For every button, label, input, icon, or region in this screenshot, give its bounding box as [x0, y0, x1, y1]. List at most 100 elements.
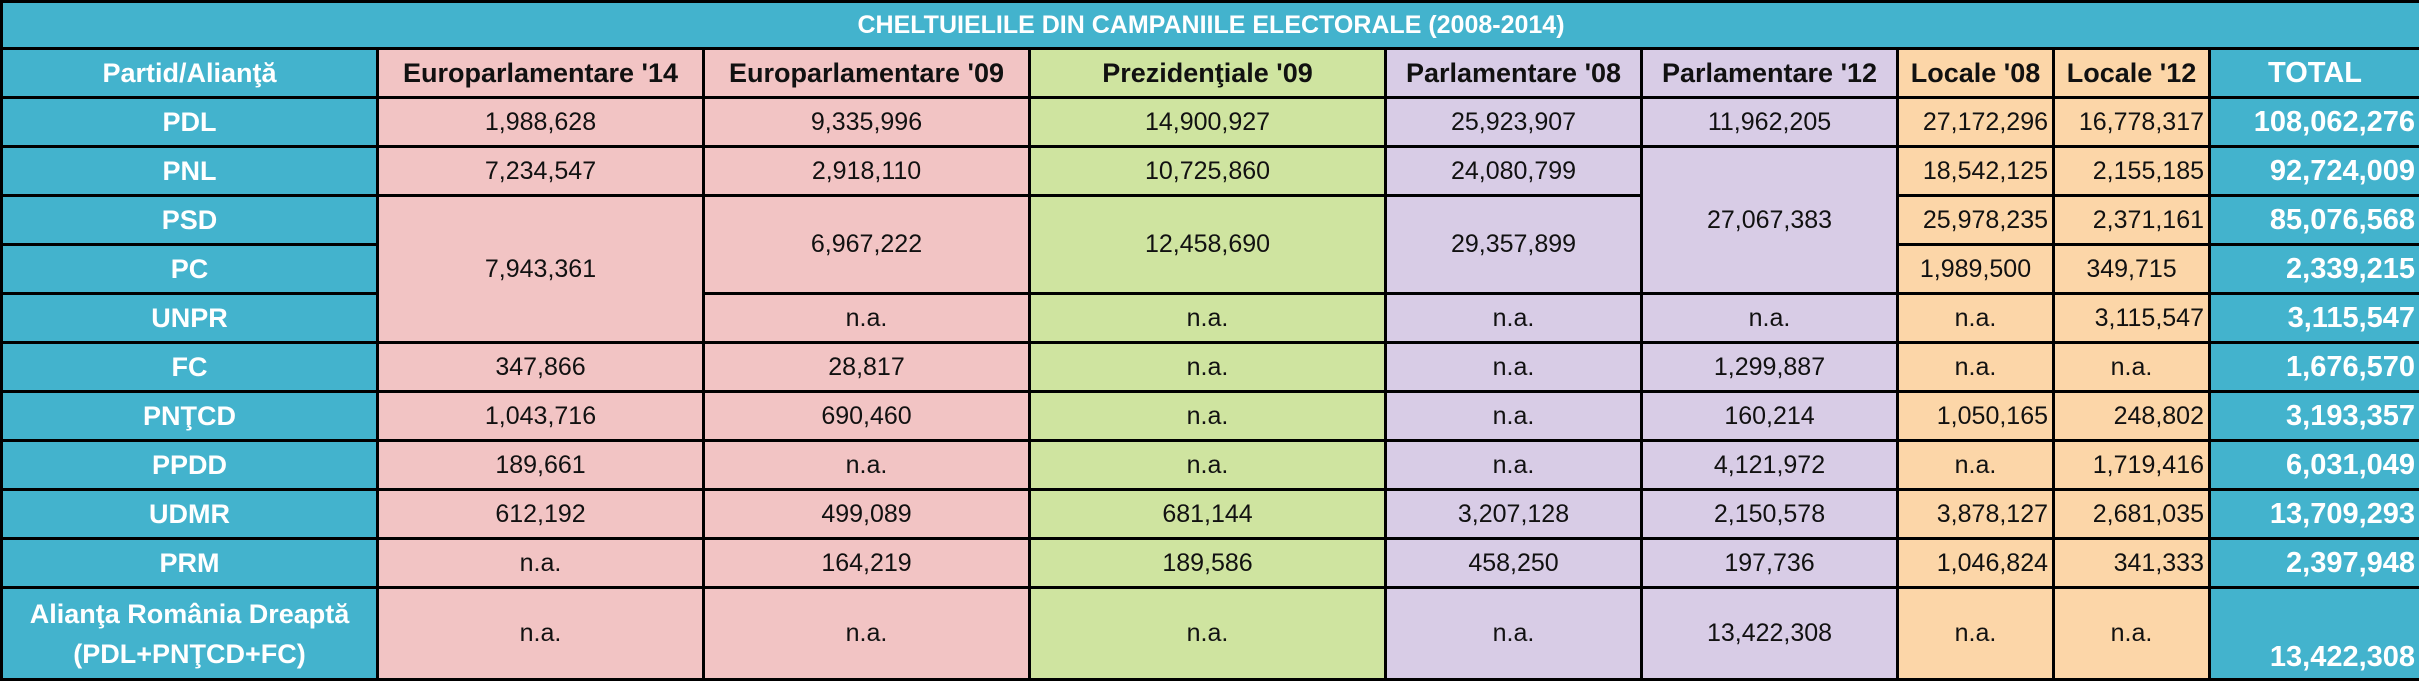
data-cell: 3,878,127: [1896, 488, 2055, 540]
data-cell: 4,121,972: [1640, 439, 1899, 491]
data-cell: 27,172,296: [1896, 96, 2055, 148]
data-cell: n.a.: [1896, 292, 2055, 344]
data-cell: 1,988,628: [376, 96, 705, 148]
data-cell: n.a.: [1896, 439, 2055, 491]
party-cell: UDMR: [0, 488, 379, 540]
data-cell: n.a.: [376, 537, 705, 589]
table-row: PNL 7,234,547 2,918,110 10,725,860 24,08…: [0, 145, 2419, 295]
data-cell: 1,046,824: [1896, 537, 2055, 589]
data-cell: 16,778,317: [2052, 96, 2211, 148]
header-loc12: Locale '12: [2052, 47, 2211, 99]
data-cell: n.a.: [1028, 439, 1387, 491]
total-cell: 13,709,293: [2207, 488, 2419, 540]
total-cell: 2,397,948: [2207, 537, 2419, 589]
header-euro14: Europarlamentare '14: [376, 47, 705, 99]
party-cell: PNL: [0, 145, 379, 197]
table-row: PDL 1,988,628 9,335,996 14,900,927 25,92…: [0, 96, 2419, 148]
header-prez09: Prezidenţiale '09: [1028, 47, 1387, 99]
table-row: PNŢCD 1,043,716 690,460 n.a. n.a. 160,21…: [0, 390, 2419, 442]
data-cell: 10,725,860: [1028, 145, 1387, 197]
data-cell: 681,144: [1028, 488, 1387, 540]
total-cell: 92,724,009: [2207, 145, 2419, 197]
expenses-table: CHELTUIELILE DIN CAMPANIILE ELECTORALE (…: [0, 0, 2419, 681]
data-cell: 499,089: [702, 488, 1031, 540]
table-row: UNPR n.a. n.a. n.a. n.a. n.a. 3,115,547 …: [0, 292, 2419, 344]
data-cell: n.a.: [2052, 341, 2211, 393]
alliance-name: Alianţa România Dreaptă: [29, 598, 350, 629]
data-cell: n.a.: [1384, 390, 1643, 442]
data-cell: 2,918,110: [702, 145, 1031, 197]
party-cell: PRM: [0, 537, 379, 589]
data-cell: 25,923,907: [1384, 96, 1643, 148]
total-cell: 2,339,215: [2207, 243, 2419, 295]
data-cell: 3,115,547: [2052, 292, 2211, 344]
total-cell: 3,115,547: [2207, 292, 2419, 344]
data-cell: n.a.: [702, 439, 1031, 491]
data-cell: 29,357,899: [1384, 194, 1643, 295]
data-cell: n.a.: [1384, 292, 1643, 344]
data-cell: 612,192: [376, 488, 705, 540]
data-cell: 14,900,927: [1028, 96, 1387, 148]
data-cell: 2,150,578: [1640, 488, 1899, 540]
data-cell: 25,978,235: [1896, 194, 2055, 246]
data-cell: n.a.: [1028, 341, 1387, 393]
data-cell: 341,333: [2052, 537, 2211, 589]
party-cell: PPDD: [0, 439, 379, 491]
data-cell: n.a.: [1384, 586, 1643, 681]
data-cell: 164,219: [702, 537, 1031, 589]
table-row: PRM n.a. 164,219 189,586 458,250 197,736…: [0, 537, 2419, 589]
header-parl08: Parlamentare '08: [1384, 47, 1643, 99]
data-cell: 28,817: [702, 341, 1031, 393]
header-euro09: Europarlamentare '09: [702, 47, 1031, 99]
data-cell: 160,214: [1640, 390, 1899, 442]
data-cell: n.a.: [1028, 292, 1387, 344]
data-cell: n.a.: [376, 586, 705, 681]
data-cell: 1,989,500: [1896, 243, 2055, 295]
header-parl12: Parlamentare '12: [1640, 47, 1899, 99]
data-cell: 1,043,716: [376, 390, 705, 442]
data-cell: 24,080,799: [1384, 145, 1643, 197]
data-cell: 7,234,547: [376, 145, 705, 197]
total-cell: 108,062,276: [2207, 96, 2419, 148]
data-cell: 349,715: [2052, 243, 2211, 295]
data-cell: 458,250: [1384, 537, 1643, 589]
data-cell: n.a.: [2052, 586, 2211, 681]
total-cell: 6,031,049: [2207, 439, 2419, 491]
header-party: Partid/Alianţă: [0, 47, 379, 99]
data-cell: n.a.: [702, 292, 1031, 344]
data-cell: 3,207,128: [1384, 488, 1643, 540]
header-row: Partid/Alianţă Europarlamentare '14 Euro…: [0, 47, 2419, 99]
party-cell: PDL: [0, 96, 379, 148]
data-cell: 189,586: [1028, 537, 1387, 589]
alliance-members: (PDL+PNŢCD+FC): [73, 638, 306, 669]
data-cell: 197,736: [1640, 537, 1899, 589]
data-cell: 1,719,416: [2052, 439, 2211, 491]
party-cell: PC: [0, 243, 379, 295]
header-total: TOTAL: [2207, 47, 2419, 99]
merged-euro14-cell: 7,943,361: [376, 194, 705, 344]
merged-parl12-cell: 27,067,383: [1640, 145, 1899, 295]
data-cell: 12,458,690: [1028, 194, 1387, 295]
data-cell: 1,299,887: [1640, 341, 1899, 393]
data-cell: 13,422,308: [1640, 586, 1899, 681]
data-cell: 347,866: [376, 341, 705, 393]
party-cell: UNPR: [0, 292, 379, 344]
data-cell: n.a.: [1384, 341, 1643, 393]
total-cell: 85,076,568: [2207, 194, 2419, 246]
data-cell: n.a.: [702, 586, 1031, 681]
party-cell: PSD: [0, 194, 379, 246]
table-row: PC 1,989,500 349,715 2,339,215: [0, 243, 2419, 295]
table-row: UDMR 612,192 499,089 681,144 3,207,128 2…: [0, 488, 2419, 540]
data-cell: n.a.: [1896, 586, 2055, 681]
table-row: PSD 7,943,361 6,967,222 12,458,690 29,35…: [0, 194, 2419, 344]
header-loc08: Locale '08: [1896, 47, 2055, 99]
data-cell: n.a.: [1640, 292, 1899, 344]
data-cell: 2,681,035: [2052, 488, 2211, 540]
data-cell: n.a.: [1028, 390, 1387, 442]
data-cell: n.a.: [1896, 341, 2055, 393]
data-cell: 18,542,125: [1896, 145, 2055, 197]
total-cell: 13,422,308: [2207, 586, 2419, 681]
data-cell: n.a.: [1028, 586, 1387, 681]
data-cell: 9,335,996: [702, 96, 1031, 148]
party-cell: FC: [0, 341, 379, 393]
